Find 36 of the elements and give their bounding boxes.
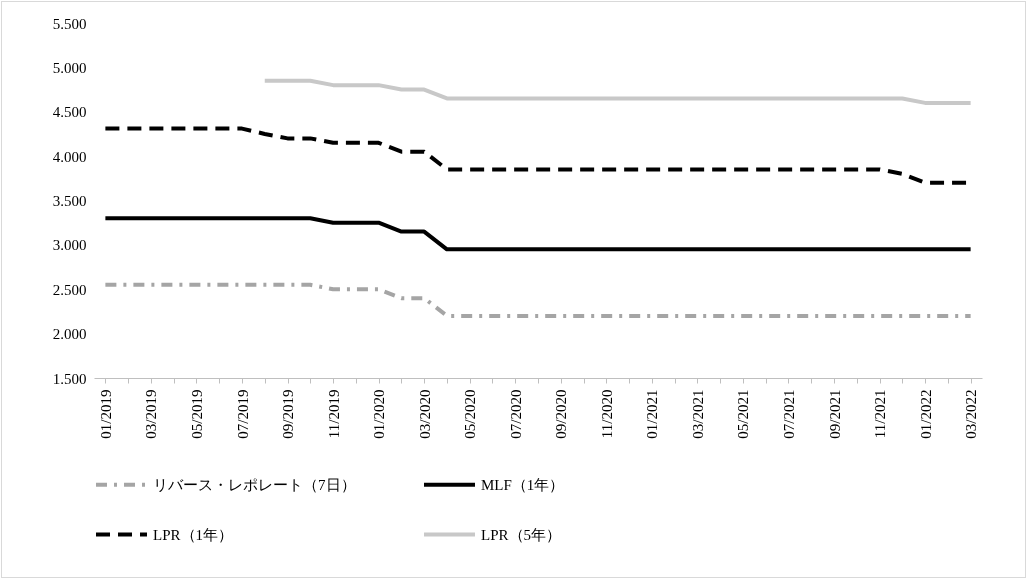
y-tick-label: 3.500 <box>52 193 87 209</box>
legend-label: LPR（5年） <box>481 526 562 543</box>
x-tick-label: 07/2021 <box>780 389 797 439</box>
x-tick-label: 11/2021 <box>872 389 889 439</box>
x-tick-label: 05/2021 <box>735 389 752 439</box>
x-tick-label: 01/2019 <box>97 389 114 439</box>
y-tick-label: 4.000 <box>52 148 87 165</box>
line-series <box>103 282 973 318</box>
legend-label: リバース・レポレート（7日） <box>153 476 356 493</box>
x-tick-label: 03/2021 <box>689 389 706 439</box>
x-tick-label: 09/2020 <box>553 389 570 439</box>
y-tick-label: 2.500 <box>52 281 87 298</box>
x-tick-label: 03/2019 <box>143 389 160 439</box>
y-tick-label: 1.500 <box>52 370 87 387</box>
x-tick-label: 03/2020 <box>416 389 433 439</box>
legend-label: MLF（1年） <box>481 476 565 493</box>
y-tick-label: 5.000 <box>52 59 87 76</box>
y-tick-label: 5.500 <box>52 15 87 32</box>
x-tick-label: 07/2020 <box>507 389 524 439</box>
line-series <box>103 216 973 252</box>
y-tick-label: 2.000 <box>52 326 87 343</box>
x-tick-label: 05/2020 <box>462 389 479 439</box>
x-tick-label: 01/2022 <box>917 389 934 439</box>
x-tick-label: 03/2022 <box>963 389 980 439</box>
x-tick-label: 09/2021 <box>826 389 843 439</box>
x-tick-label: 01/2020 <box>371 389 388 439</box>
line-series <box>262 78 973 105</box>
x-tick-label: 11/2019 <box>325 389 342 439</box>
x-tick-label: 09/2019 <box>280 389 297 439</box>
y-tick-label: 3.000 <box>52 237 87 254</box>
legend-label: LPR（1年） <box>153 526 234 543</box>
y-tick-label: 4.500 <box>52 104 87 121</box>
x-tick-label: 11/2020 <box>598 389 615 439</box>
x-tick-label: 05/2019 <box>188 389 205 439</box>
x-tick-label: 01/2021 <box>644 389 661 439</box>
x-tick-label: 07/2019 <box>234 389 251 439</box>
